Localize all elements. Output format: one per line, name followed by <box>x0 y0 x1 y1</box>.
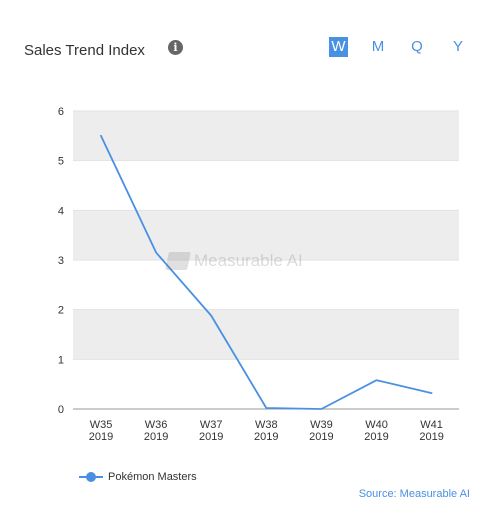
x-tick-label: W41 <box>420 419 443 431</box>
x-tick-label: W35 <box>90 419 113 431</box>
x-tick-label: 2019 <box>199 431 223 443</box>
x-tick-label: 2019 <box>364 431 388 443</box>
y-tick-label: 6 <box>58 106 64 118</box>
y-tick-label: 1 <box>58 354 64 366</box>
plot-band <box>73 111 459 161</box>
legend-item[interactable]: Pokémon Masters <box>79 469 197 485</box>
x-tick-label: W39 <box>310 419 333 431</box>
x-tick-label: W36 <box>145 419 168 431</box>
y-tick-label: 4 <box>58 205 64 217</box>
y-tick-label: 0 <box>58 404 64 416</box>
y-tick-label: 5 <box>58 156 64 168</box>
tab-quarter[interactable]: Q <box>411 38 423 55</box>
tab-week[interactable]: W <box>329 37 348 57</box>
info-icon[interactable]: i <box>168 40 183 55</box>
x-tick-label: 2019 <box>419 431 443 443</box>
series-line <box>100 134 433 410</box>
chart-title: Sales Trend Index <box>24 42 145 59</box>
legend-label: Pokémon Masters <box>108 471 197 483</box>
x-tick-label: W37 <box>200 419 223 431</box>
x-tick-label: W38 <box>255 419 278 431</box>
source-link[interactable]: Source: Measurable AI <box>358 488 470 500</box>
y-tick-label: 2 <box>58 305 64 317</box>
x-tick-label: 2019 <box>144 431 168 443</box>
y-tick-label: 3 <box>58 255 64 267</box>
legend-line-marker-icon <box>79 469 103 485</box>
tab-month[interactable]: M <box>371 38 385 55</box>
plot-band <box>73 210 459 260</box>
x-tick-label: W40 <box>365 419 388 431</box>
tab-year[interactable]: Y <box>452 38 463 55</box>
plot-band <box>73 309 459 360</box>
x-tick-label: 2019 <box>89 431 113 443</box>
x-tick-label: 2019 <box>254 431 278 443</box>
x-tick-label: 2019 <box>309 431 333 443</box>
